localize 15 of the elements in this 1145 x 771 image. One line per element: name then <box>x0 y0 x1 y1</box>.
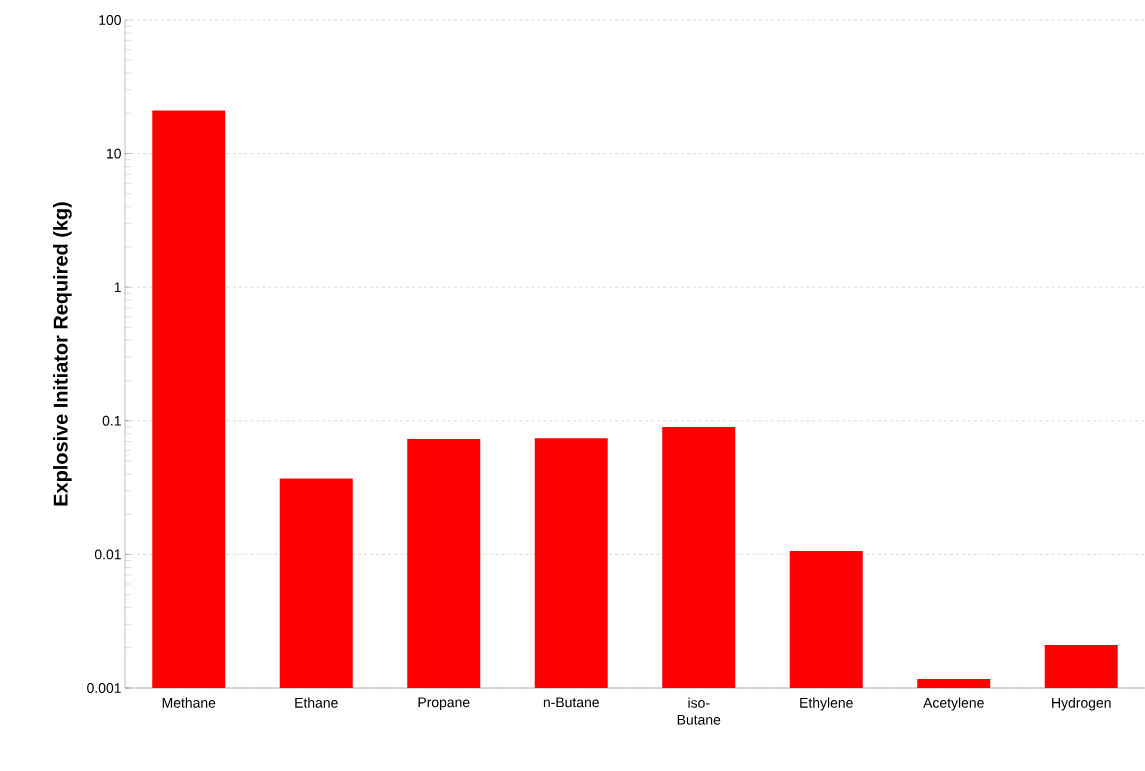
y-tick-label: 0.001 <box>87 683 121 693</box>
y-tick-label: 100 <box>99 15 121 25</box>
y-tick-label: 0.1 <box>102 415 121 426</box>
x-tick-label: n-Butane <box>543 697 599 708</box>
x-tick-label: Propane <box>418 697 470 711</box>
x-tick-label: Methane <box>162 697 216 708</box>
x-tick-label: Ethane <box>295 697 338 708</box>
x-tick-label: Acetylene <box>923 697 984 711</box>
x-tick-label: iso-Butane <box>677 697 721 725</box>
x-tick-label: Hydrogen <box>1052 697 1111 711</box>
y-tick-label: 0.01 <box>94 549 121 560</box>
x-tick-label: Ethylene <box>800 697 853 711</box>
y-tick-label: 1 <box>114 282 121 292</box>
y-axis-title: Explosive Initiator Required (kg) <box>53 202 72 506</box>
y-tick-label: 10 <box>107 148 121 159</box>
